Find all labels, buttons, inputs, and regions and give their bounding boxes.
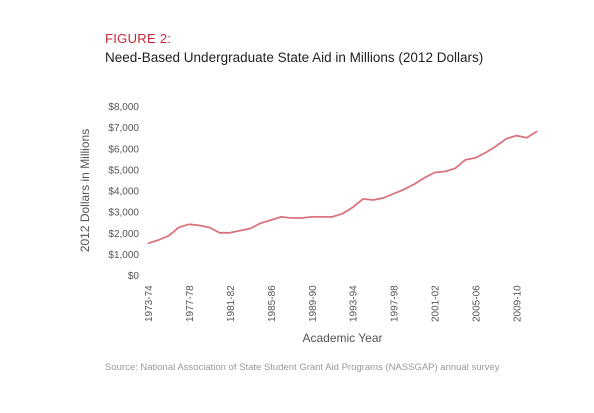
data-point [464, 159, 466, 161]
y-tick-label: $1,000 [108, 250, 139, 261]
figure-label: FIGURE 2: [105, 31, 172, 46]
y-axis-label: 2012 Dollars in Millions [78, 129, 92, 252]
data-point [526, 137, 528, 139]
source-note: Source: National Association of State St… [105, 362, 500, 373]
data-point [434, 171, 436, 174]
data-point [505, 138, 507, 140]
data-point [423, 177, 425, 179]
data-point [495, 145, 497, 147]
data-point [515, 134, 518, 137]
y-tick-label: $8,000 [108, 102, 139, 113]
data-point [239, 230, 241, 232]
x-tick-label: 1973-74 [144, 285, 155, 322]
x-tick-label: 2001-02 [431, 285, 442, 322]
data-point [300, 217, 303, 219]
x-tick-label: 1977-78 [185, 285, 196, 322]
y-tick-label: $0 [128, 271, 140, 282]
data-point [229, 232, 231, 234]
data-point [331, 216, 333, 218]
y-tick-label: $4,000 [108, 187, 139, 198]
y-tick-label: $5,000 [108, 165, 139, 176]
data-point [311, 216, 313, 218]
x-tick-label: 1993-94 [349, 285, 360, 322]
data-point [260, 222, 262, 224]
data-point [208, 226, 211, 229]
data-point [219, 232, 221, 234]
data-point [321, 216, 323, 218]
data-point [352, 206, 354, 208]
data-point [393, 193, 395, 195]
data-point [147, 242, 149, 244]
data-point [188, 223, 190, 225]
data-point [474, 157, 477, 159]
data-point [157, 239, 159, 241]
data-points [147, 130, 538, 244]
data-point [178, 226, 180, 229]
series-line [147, 130, 538, 245]
data-point [444, 170, 446, 173]
x-tick-label: 1985-86 [267, 285, 278, 322]
data-point [536, 130, 538, 132]
data-point [341, 213, 344, 215]
x-tick-label: 1989-90 [308, 285, 319, 322]
data-point [485, 151, 487, 154]
data-point [372, 199, 374, 201]
y-tick-label: $2,000 [108, 229, 139, 240]
x-axis-label: Academic Year [302, 331, 382, 345]
y-tick-label: $6,000 [108, 144, 139, 155]
chart-title: Need-Based Undergraduate State Aid in Mi… [105, 50, 484, 65]
data-point [413, 183, 415, 185]
x-axis: 1973-74 1977-78 1981-82 1985-86 1989-90 1993-… [144, 285, 524, 322]
data-point [270, 219, 272, 221]
data-point [280, 216, 282, 218]
data-point [403, 188, 405, 191]
x-tick-label: 1997-98 [390, 285, 401, 322]
y-tick-label: $3,000 [108, 208, 139, 219]
data-point [249, 227, 251, 230]
x-tick-label: 2009-10 [513, 285, 524, 322]
data-point [167, 235, 170, 237]
data-point [198, 224, 200, 226]
y-axis: $0 $1,000 $2,000 $3,000 $4,000 $5,000 $6,000 $7… [108, 102, 139, 282]
y-tick-label: $7,000 [108, 123, 139, 134]
data-point [362, 198, 364, 200]
data-point [454, 167, 456, 169]
x-tick-label: 2005-06 [472, 285, 483, 322]
x-tick-label: 1981-82 [226, 285, 237, 322]
data-point [290, 217, 292, 219]
data-point [382, 197, 385, 199]
